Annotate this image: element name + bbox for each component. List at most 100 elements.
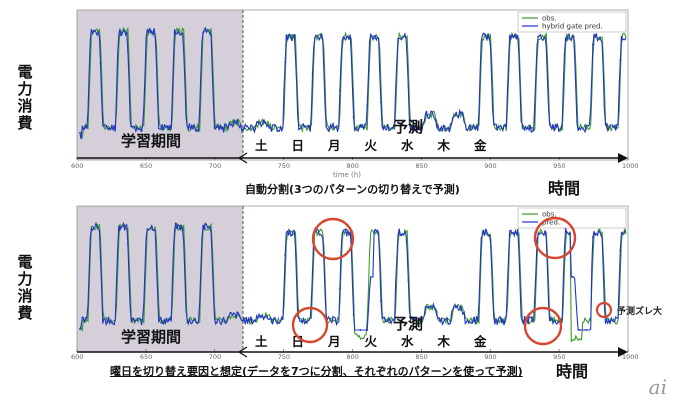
pred-point <box>598 231 601 233</box>
pred-point <box>462 114 464 117</box>
pred-point <box>352 116 355 119</box>
pred-point <box>386 123 389 126</box>
pred-point <box>250 316 252 319</box>
pred-point <box>352 313 355 316</box>
training-period-shade <box>77 10 243 160</box>
pred-point <box>448 322 451 325</box>
pred-point <box>557 320 560 323</box>
time-label-bottom: 時間 <box>556 362 589 381</box>
pred-point <box>509 37 512 40</box>
legend-box <box>517 11 627 33</box>
pred-point <box>592 236 594 239</box>
forecast-label: 予測 <box>393 118 423 136</box>
pred-point <box>612 320 615 323</box>
pred-point <box>557 129 560 132</box>
pred-point <box>605 318 608 321</box>
pred-point <box>291 234 293 237</box>
pred-point <box>496 323 499 325</box>
pred-point <box>475 316 478 318</box>
pred-point <box>571 276 574 278</box>
pred-point <box>92 30 95 32</box>
pred-point <box>277 321 280 324</box>
pred-point <box>441 129 444 132</box>
pred-point <box>551 127 553 130</box>
time-label-top: 時間 <box>548 179 581 198</box>
training-period-shade <box>77 206 243 352</box>
x-tick-label: 650 <box>140 353 152 361</box>
pred-point <box>222 130 225 133</box>
pred-point <box>181 32 184 35</box>
pred-point <box>311 73 314 75</box>
pred-point <box>475 125 478 128</box>
pred-point <box>243 127 246 130</box>
pred-point <box>270 130 273 132</box>
pred-point <box>215 321 218 324</box>
pred-point <box>202 32 205 34</box>
pred-point <box>113 323 116 326</box>
pred-point <box>161 321 163 324</box>
pred-point <box>140 323 143 326</box>
pred-point <box>174 32 177 35</box>
pred-point <box>291 39 293 42</box>
pred-point <box>619 59 622 62</box>
pred-point <box>113 125 116 128</box>
pred-point <box>126 243 129 246</box>
day-label: 金 <box>473 334 487 349</box>
pred-point <box>154 36 157 38</box>
pred-point <box>209 32 211 35</box>
pred-point <box>578 329 581 331</box>
x-tick-label: 700 <box>209 353 221 361</box>
x-tick-label: 850 <box>415 162 427 170</box>
pred-point <box>434 309 437 312</box>
pred-point <box>489 239 492 241</box>
pred-point <box>373 231 375 234</box>
pred-point <box>195 321 198 324</box>
pred-point <box>256 317 259 319</box>
pred-point <box>414 318 417 321</box>
pred-point <box>209 226 211 229</box>
pred-point <box>551 317 553 320</box>
pred-point <box>229 311 232 314</box>
pred-point <box>311 271 314 273</box>
pred-point <box>585 124 588 127</box>
pred-point <box>366 104 369 107</box>
pred-point <box>366 329 369 331</box>
day-label: 日 <box>292 138 305 153</box>
pred-point <box>537 233 540 236</box>
pred-point <box>523 315 526 318</box>
pred-point <box>79 328 81 330</box>
pred-point <box>338 287 341 290</box>
pred-point <box>120 226 122 228</box>
day-label: 月 <box>327 138 341 153</box>
caption-bottom: 曜日を切り替え要因と想定(データを7つに分割、それぞれのパターンを使って予測) <box>110 365 523 378</box>
pred-point <box>188 318 191 321</box>
arrow-head-left <box>237 346 248 358</box>
pred-point <box>386 319 389 322</box>
pred-point <box>345 234 348 237</box>
x-tick-label: 750 <box>278 162 290 170</box>
annotation-label: 予測ズレ大 <box>617 307 663 317</box>
pred-point <box>168 128 170 131</box>
pred-point <box>243 318 246 320</box>
pred-point <box>181 229 184 231</box>
training-period-label: 学習期間 <box>121 132 181 150</box>
x-tick-label: 1000 <box>622 353 639 361</box>
pred-point <box>414 124 417 127</box>
day-label: 木 <box>437 138 451 153</box>
pred-point <box>421 128 423 130</box>
pred-point <box>215 126 218 128</box>
pred-point <box>359 329 362 331</box>
pred-point <box>92 227 95 229</box>
pred-point <box>263 316 266 319</box>
pred-point <box>154 229 157 232</box>
pred-point <box>120 34 122 37</box>
day-label: 火 <box>365 138 378 153</box>
pred-point <box>147 228 150 231</box>
pred-point <box>270 318 273 320</box>
pred-point <box>359 124 362 127</box>
pred-point <box>482 32 485 35</box>
day-label: 木 <box>437 334 451 349</box>
series-pred <box>79 26 627 140</box>
pred-point <box>564 37 567 40</box>
